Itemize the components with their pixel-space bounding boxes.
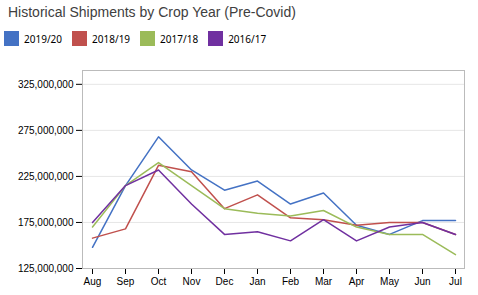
html-text:Historical Shipments by Crop Y: Historical Shipments by Crop Year (Pre-C… <box>8 4 296 20</box>
svg-text:Mar: Mar <box>315 276 333 287</box>
html-text:2019/20: 2019/20 <box>24 31 62 46</box>
html-text:2017/18: 2017/18 <box>160 31 199 46</box>
svg-text:325,000,000: 325,000,000 <box>18 79 74 90</box>
svg-text:May: May <box>380 276 399 287</box>
svg-text:Jul: Jul <box>449 276 462 287</box>
svg-text:Aug: Aug <box>84 276 102 287</box>
svg-text:Apr: Apr <box>349 276 365 287</box>
svg-text:175,000,000: 175,000,000 <box>18 217 74 228</box>
svg-text:Jun: Jun <box>414 276 430 287</box>
svg-text:275,000,000: 275,000,000 <box>18 125 74 136</box>
html-text:2016/17: 2016/17 <box>228 31 267 46</box>
svg-text:Oct: Oct <box>151 276 167 287</box>
svg-text:Dec: Dec <box>216 276 234 287</box>
svg-text:Jan: Jan <box>249 276 265 287</box>
svg-text:Sep: Sep <box>117 276 135 287</box>
svg-text:Nov: Nov <box>183 276 201 287</box>
svg-text:125,000,000: 125,000,000 <box>18 263 74 274</box>
svg-text:Feb: Feb <box>282 276 300 287</box>
svg-text:225,000,000: 225,000,000 <box>18 171 74 182</box>
html-text:2018/19: 2018/19 <box>92 31 131 46</box>
